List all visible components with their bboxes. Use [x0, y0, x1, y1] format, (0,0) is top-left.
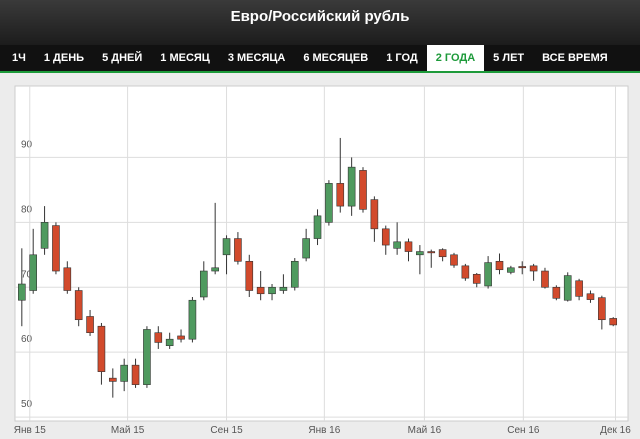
candle-body [245, 260, 254, 291]
candle-body [177, 335, 185, 340]
candle-body [563, 275, 572, 301]
candle-body [416, 251, 424, 256]
candle-body [438, 249, 447, 258]
candle-body [507, 267, 515, 273]
candle-body [97, 325, 106, 372]
x-tick-label: Сен 16 [507, 425, 540, 436]
header: Евро/Российский рубль [0, 0, 640, 45]
candle-body [393, 241, 401, 249]
candle-body [268, 286, 276, 295]
candle-body [552, 286, 561, 299]
x-tick-label: Янв 15 [14, 425, 46, 436]
y-tick-label: 60 [21, 334, 33, 345]
tab[interactable]: 3 МЕСЯЦА [227, 52, 286, 64]
candle-body [381, 228, 390, 246]
candle-body [165, 338, 174, 346]
y-tick-label: 80 [21, 204, 33, 215]
candle-body [63, 267, 72, 291]
candle-body [484, 262, 492, 287]
chart: 50 60 70 80 90 Янв 15 Май 15 Сен 15 Янв 16 Май 16… [14, 85, 631, 436]
tab[interactable]: 1 ГОД [386, 52, 418, 64]
candle-body [472, 273, 481, 284]
candle-body [109, 377, 117, 382]
tab[interactable]: 1Ч [12, 52, 26, 64]
candle-body [404, 241, 413, 252]
candle-body [143, 329, 151, 385]
tab[interactable]: 6 МЕСЯЦЕВ [303, 52, 369, 64]
y-tick-label: 70 [21, 269, 33, 280]
candle-body [154, 332, 163, 343]
candle-body [131, 364, 140, 385]
candle-body [211, 267, 219, 272]
tab[interactable]: 5 ДНЕЙ [102, 52, 143, 64]
candle-body [541, 270, 549, 288]
candle-body [518, 266, 527, 269]
candle-body [18, 283, 26, 301]
candle-body [427, 251, 436, 254]
x-tick-label: Сен 15 [210, 425, 243, 436]
candle-body [188, 299, 197, 340]
candle-body [609, 318, 618, 326]
candle-body [359, 170, 367, 210]
tab[interactable]: 5 ЛЕТ [493, 52, 525, 64]
candle-body [302, 238, 310, 259]
candle-body [495, 260, 504, 271]
candle-body [279, 286, 288, 291]
tab[interactable]: 1 ДЕНЬ [43, 52, 85, 64]
candle-body [370, 199, 379, 230]
x-tick-label: Янв 16 [308, 425, 340, 436]
tab[interactable]: 2 ГОДА [426, 45, 485, 71]
x-tick-label: Май 15 [111, 425, 145, 436]
candle-body [347, 166, 356, 207]
candle-body [74, 290, 83, 321]
candle-body [40, 222, 49, 249]
candle-body [529, 265, 538, 272]
candle-body [86, 316, 94, 334]
candle-body [120, 364, 128, 382]
candle-body [598, 297, 606, 321]
candle-body [461, 265, 470, 279]
candle-body [199, 270, 208, 298]
tab[interactable]: 1 МЕСЯЦ [160, 52, 210, 64]
candle-body [256, 286, 265, 295]
y-tick-label: 90 [21, 139, 33, 150]
candle-body [325, 183, 333, 223]
candle-body [29, 254, 37, 291]
candle-body [575, 280, 583, 297]
plot-area [14, 85, 629, 422]
candle-body [234, 238, 242, 262]
tab-bar: 1Ч 1 ДЕНЬ 5 ДНЕЙ 1 МЕСЯЦ 3 МЕСЯЦА 6 МЕСЯЦЕВ 1 … [0, 45, 640, 73]
candle-body [450, 254, 458, 266]
candle-body [52, 225, 60, 272]
candle-body [336, 183, 345, 207]
y-tick-label: 50 [21, 399, 33, 410]
candle-body [290, 260, 299, 288]
x-tick-label: Май 16 [408, 425, 442, 436]
candle-body [586, 293, 595, 300]
candle-body [222, 238, 231, 256]
candle-body [313, 215, 322, 239]
title: Евро/Российский рубль [230, 8, 410, 25]
x-tick-label: Дек 16 [600, 425, 631, 436]
tab[interactable]: ВСЕ ВРЕМЯ [542, 52, 608, 64]
